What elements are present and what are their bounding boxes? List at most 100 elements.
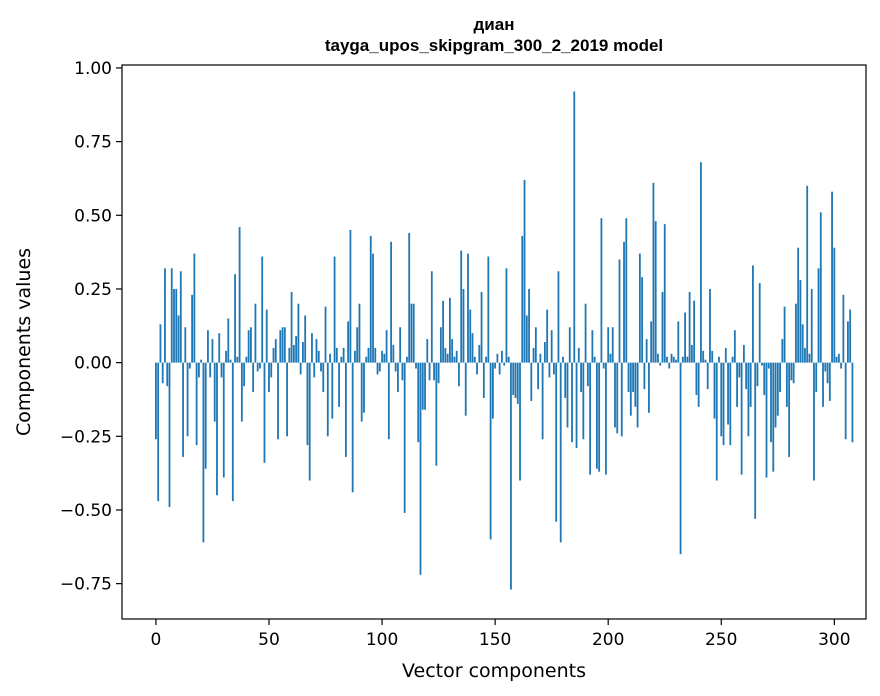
bar	[166, 362, 169, 387]
bar	[704, 359, 707, 363]
bar	[532, 347, 535, 363]
bar	[706, 362, 709, 390]
bar	[512, 362, 515, 396]
bar	[485, 356, 487, 363]
bar	[491, 362, 494, 419]
bar	[338, 362, 340, 407]
x-tick-label: 250	[705, 630, 737, 650]
bar	[256, 362, 259, 372]
x-axis: 0 50 100 150 200 250 300	[151, 619, 851, 650]
bar	[806, 185, 809, 363]
bar-series	[155, 91, 854, 590]
bar	[349, 230, 352, 363]
bar	[507, 356, 510, 363]
bar	[828, 362, 831, 401]
bar	[582, 362, 585, 440]
bar	[464, 362, 467, 416]
bar	[378, 362, 381, 372]
bar	[351, 362, 354, 493]
bar	[315, 339, 318, 363]
bar	[428, 362, 431, 381]
bar	[392, 344, 395, 363]
bar	[586, 362, 589, 387]
bar	[697, 362, 700, 407]
bar	[238, 227, 241, 363]
bar	[826, 362, 829, 384]
bar	[381, 350, 383, 363]
bar	[758, 283, 761, 363]
bar	[638, 253, 641, 363]
bar	[202, 362, 205, 543]
bar	[179, 271, 182, 363]
bar	[754, 362, 757, 519]
bar	[173, 288, 175, 363]
bar	[329, 353, 331, 363]
bar	[790, 362, 793, 381]
bar	[317, 350, 320, 363]
bar	[326, 362, 329, 437]
bar	[320, 362, 322, 372]
bar	[374, 347, 377, 363]
bar	[546, 309, 549, 363]
bar	[742, 344, 745, 363]
x-axis-label: Vector components	[402, 660, 586, 682]
bar	[849, 309, 852, 363]
bar	[451, 339, 454, 363]
bar	[168, 362, 171, 508]
bar	[191, 294, 194, 363]
bar	[733, 330, 736, 363]
bar	[426, 339, 429, 363]
bar	[302, 342, 304, 363]
bar	[670, 353, 673, 363]
bar	[401, 362, 404, 381]
bar	[496, 353, 499, 363]
bar	[620, 362, 623, 437]
bar	[548, 362, 551, 378]
bar	[724, 347, 727, 363]
bar	[641, 277, 644, 363]
bar	[387, 362, 390, 440]
bar	[657, 353, 659, 363]
bar	[182, 362, 184, 457]
bar	[627, 362, 630, 393]
bar	[503, 362, 506, 366]
bar	[342, 347, 345, 363]
x-tick-label: 200	[592, 630, 624, 650]
bar	[444, 347, 447, 363]
bar	[227, 318, 230, 363]
bar	[306, 362, 309, 446]
bar	[188, 362, 191, 369]
bar	[794, 303, 797, 363]
bar	[340, 356, 343, 363]
bar	[686, 356, 689, 363]
bar	[424, 362, 426, 410]
bar	[516, 362, 519, 404]
bar	[756, 362, 759, 387]
bar	[677, 321, 680, 363]
bar	[458, 362, 460, 387]
bar	[695, 362, 698, 396]
bar	[675, 359, 677, 363]
bar	[711, 350, 714, 363]
bar	[763, 362, 766, 396]
bar	[731, 356, 734, 363]
bar	[372, 253, 374, 363]
bar	[598, 362, 601, 472]
bar	[541, 362, 544, 440]
bar	[218, 333, 221, 363]
bar	[333, 256, 336, 363]
bar	[817, 268, 820, 363]
bar	[204, 362, 207, 469]
bar	[159, 324, 162, 363]
bar	[433, 362, 435, 381]
bar	[577, 347, 580, 363]
bar	[781, 339, 784, 363]
bar	[729, 362, 732, 446]
bar	[155, 362, 157, 440]
bar	[629, 362, 632, 416]
x-tick-label: 300	[818, 630, 850, 650]
bar	[580, 362, 582, 393]
bar	[236, 356, 239, 363]
bar	[369, 235, 372, 363]
bar	[324, 306, 327, 363]
